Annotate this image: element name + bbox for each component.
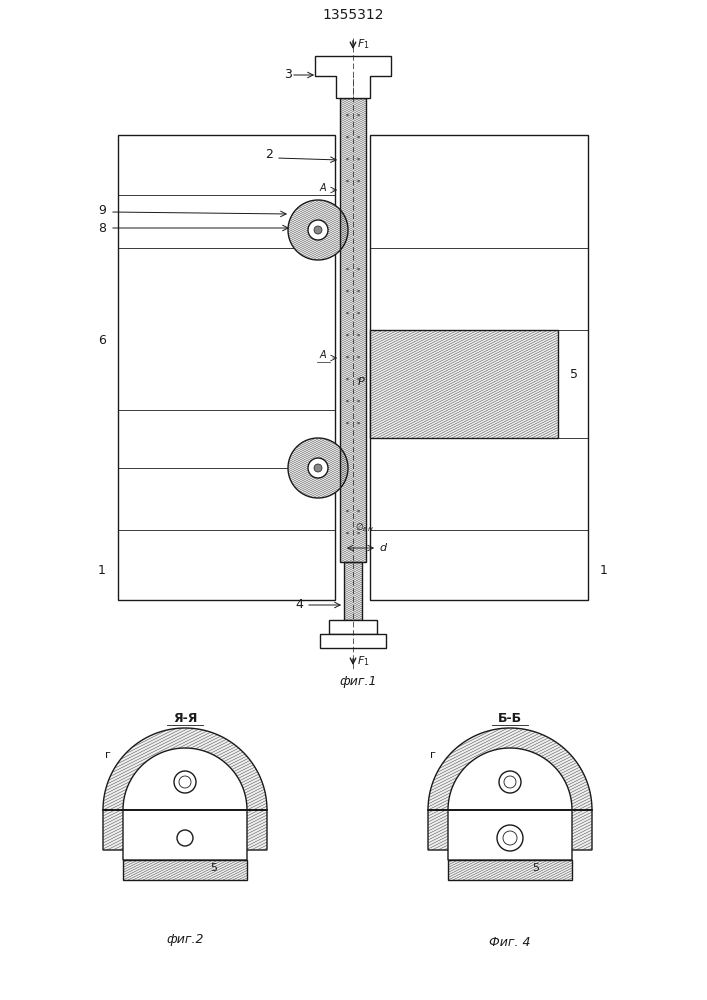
Circle shape — [314, 464, 322, 472]
Text: 6: 6 — [98, 334, 106, 347]
Text: 8: 8 — [98, 222, 106, 234]
Polygon shape — [370, 135, 588, 600]
Text: 4: 4 — [295, 598, 303, 611]
Circle shape — [497, 825, 523, 851]
Text: 1: 1 — [558, 797, 565, 807]
Polygon shape — [288, 200, 348, 260]
Circle shape — [504, 776, 516, 788]
Polygon shape — [428, 728, 592, 850]
Polygon shape — [470, 806, 484, 816]
Circle shape — [499, 771, 521, 793]
Text: $\emptyset_{BH}$: $\emptyset_{BH}$ — [355, 522, 374, 534]
Polygon shape — [288, 438, 348, 498]
Text: 1: 1 — [233, 797, 240, 807]
Polygon shape — [177, 774, 193, 804]
Circle shape — [174, 771, 196, 793]
Polygon shape — [169, 822, 201, 854]
Polygon shape — [484, 804, 536, 818]
Text: 5: 5 — [210, 863, 217, 873]
Polygon shape — [340, 98, 366, 562]
Text: Я-Я: Я-Я — [173, 712, 197, 724]
Polygon shape — [320, 634, 386, 648]
Polygon shape — [315, 56, 391, 98]
Circle shape — [308, 458, 328, 478]
Circle shape — [177, 830, 193, 846]
Polygon shape — [536, 806, 550, 816]
Text: Фиг. 4: Фиг. 4 — [489, 936, 531, 948]
Text: 5: 5 — [532, 863, 539, 873]
Polygon shape — [448, 860, 572, 880]
Polygon shape — [123, 860, 247, 880]
Text: 8: 8 — [555, 823, 562, 833]
Polygon shape — [344, 562, 362, 620]
Text: 1355312: 1355312 — [322, 8, 384, 22]
Polygon shape — [123, 748, 247, 860]
Text: P: P — [358, 377, 365, 387]
Circle shape — [179, 776, 191, 788]
Text: 9: 9 — [98, 204, 106, 217]
Polygon shape — [502, 774, 518, 804]
Text: г: г — [105, 750, 111, 760]
Text: г: г — [430, 750, 436, 760]
Text: 8: 8 — [230, 823, 237, 833]
Polygon shape — [174, 771, 196, 793]
Polygon shape — [490, 818, 530, 858]
Text: 9: 9 — [230, 775, 237, 785]
Text: 2: 2 — [265, 148, 273, 161]
Text: фиг.2: фиг.2 — [166, 934, 204, 946]
Circle shape — [308, 220, 328, 240]
Polygon shape — [159, 804, 211, 818]
Polygon shape — [118, 135, 335, 600]
Polygon shape — [145, 806, 159, 816]
Text: фиг.1: фиг.1 — [339, 676, 377, 688]
Polygon shape — [370, 330, 558, 438]
Polygon shape — [448, 748, 572, 860]
Text: d: d — [379, 543, 386, 553]
Text: 1: 1 — [600, 564, 608, 576]
Polygon shape — [499, 771, 521, 793]
Polygon shape — [329, 620, 377, 634]
Text: $F_1$: $F_1$ — [357, 37, 370, 51]
Circle shape — [314, 226, 322, 234]
Text: Б-Б: Б-Б — [498, 712, 522, 724]
Text: A: A — [320, 350, 327, 360]
Text: 9: 9 — [555, 775, 562, 785]
Text: 1: 1 — [98, 564, 106, 576]
Text: 5: 5 — [570, 368, 578, 381]
Text: 3: 3 — [284, 68, 292, 82]
Text: $F_1$: $F_1$ — [357, 654, 370, 668]
Polygon shape — [211, 806, 225, 816]
Text: A: A — [320, 183, 327, 193]
Polygon shape — [103, 728, 267, 850]
Circle shape — [503, 831, 517, 845]
